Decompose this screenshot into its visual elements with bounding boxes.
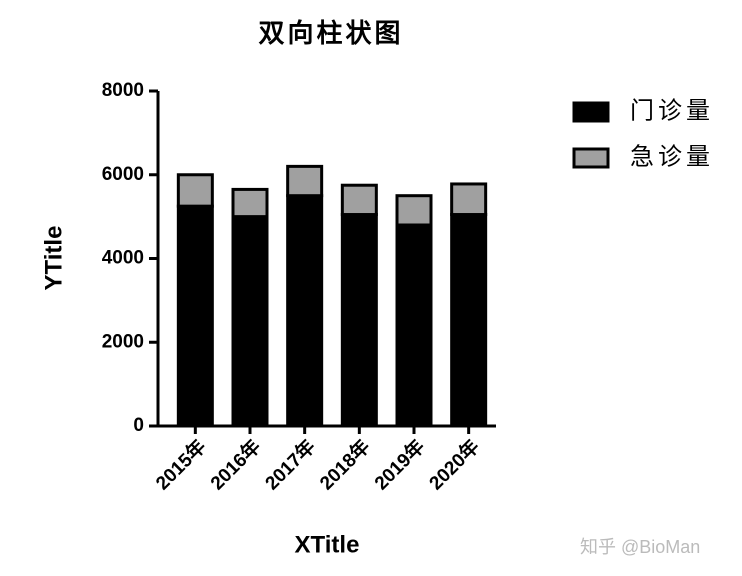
bar-segment — [231, 187, 269, 219]
bar-segment — [450, 182, 488, 217]
x-tick-label: 2015年 — [151, 435, 211, 495]
bar-segment — [231, 215, 269, 428]
bar-segment — [286, 164, 324, 198]
legend-label: 门诊量 — [630, 97, 714, 124]
x-axis-title: XTitle — [295, 531, 360, 558]
legend-swatch — [572, 101, 610, 123]
y-tick-label: 8000 — [102, 80, 144, 101]
y-tick-label: 0 — [133, 415, 144, 436]
y-tick-label: 2000 — [102, 331, 144, 352]
bar-segment — [176, 173, 214, 208]
y-axis-title: YTitle — [40, 226, 67, 291]
bar-segment — [176, 204, 214, 428]
x-tick-label: 2018年 — [315, 435, 375, 495]
bar-segment — [395, 194, 433, 227]
chart-title: 双向柱状图 — [258, 18, 403, 48]
legend-swatch — [572, 147, 610, 169]
bar-segment — [340, 213, 378, 428]
bar-segment — [286, 194, 324, 428]
x-tick-label: 2016年 — [205, 435, 265, 495]
x-tick-label: 2019年 — [369, 435, 429, 495]
watermark: 知乎 @BioMan — [580, 537, 700, 557]
bar-segment — [450, 213, 488, 428]
bar-segment — [340, 183, 378, 217]
bar-segment — [395, 223, 433, 428]
x-tick-label: 2017年 — [260, 435, 320, 495]
y-tick-label: 4000 — [102, 248, 144, 269]
y-tick-label: 6000 — [102, 164, 144, 185]
legend-label: 急诊量 — [630, 143, 714, 170]
x-tick-label: 2020年 — [424, 435, 484, 495]
